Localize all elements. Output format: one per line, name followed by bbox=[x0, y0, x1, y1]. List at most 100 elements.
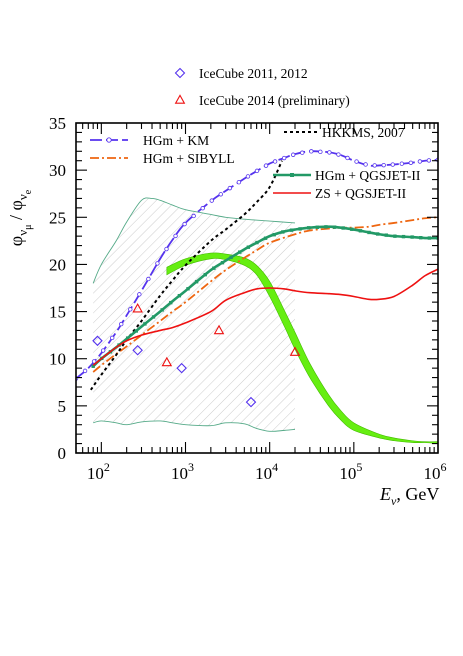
series-marker-0-13 bbox=[191, 213, 196, 219]
series-marker-0-4 bbox=[109, 335, 115, 341]
series-marker-3-36 bbox=[401, 234, 406, 239]
series-marker-0-25 bbox=[300, 150, 305, 155]
legend-marker-3 bbox=[290, 173, 294, 177]
series-marker-0-21 bbox=[263, 163, 269, 168]
data-point-1-0 bbox=[132, 303, 143, 313]
series-marker-0-6 bbox=[128, 307, 133, 312]
series-marker-3-9 bbox=[169, 300, 173, 305]
series-marker-0-32 bbox=[363, 162, 368, 167]
y-tick-label-1: 5 bbox=[58, 397, 67, 416]
legend-label-0: HGm + KM bbox=[143, 133, 209, 148]
series-marker-0-14 bbox=[200, 206, 205, 211]
x-tick-label-1: 103 bbox=[171, 460, 194, 483]
series-marker-0-37 bbox=[408, 160, 414, 165]
series-marker-0-15 bbox=[209, 198, 214, 203]
y-tick-label-3: 15 bbox=[49, 303, 66, 322]
series-marker-3-21 bbox=[272, 232, 276, 237]
series-marker-0-19 bbox=[245, 174, 251, 179]
series-marker-0-28 bbox=[327, 150, 332, 155]
series-marker-3-28 bbox=[332, 225, 337, 229]
legend-label-3: HGm + QGSJET-II bbox=[315, 168, 421, 183]
data-point-0-2 bbox=[176, 362, 187, 374]
series-marker-3-18 bbox=[246, 245, 251, 249]
x-tick-label-0: 102 bbox=[87, 460, 110, 483]
series-marker-3-0 bbox=[91, 364, 95, 368]
series-marker-3-38 bbox=[419, 236, 423, 240]
y-tick-label-7: 35 bbox=[49, 114, 66, 133]
y-axis-title: φνμ / φνe bbox=[6, 189, 34, 246]
series-marker-3-8 bbox=[160, 308, 164, 312]
series-marker-0-1 bbox=[82, 368, 88, 374]
series-marker-0-12 bbox=[182, 221, 187, 227]
series-marker-3-10 bbox=[177, 293, 182, 298]
series-marker-0-31 bbox=[354, 159, 359, 164]
series-marker-0-18 bbox=[236, 179, 242, 185]
series-marker-0-36 bbox=[399, 161, 404, 166]
series-marker-3-33 bbox=[375, 232, 380, 236]
x-tick-label-3: 105 bbox=[339, 460, 362, 483]
series-marker-3-15 bbox=[220, 260, 225, 265]
series-marker-3-6 bbox=[143, 322, 147, 326]
series-marker-0-11 bbox=[173, 233, 178, 239]
series-marker-3-35 bbox=[393, 234, 397, 238]
series-line-0 bbox=[76, 150, 438, 380]
series-marker-0-34 bbox=[381, 162, 386, 168]
series-marker-3-32 bbox=[367, 230, 371, 235]
series-marker-0-5 bbox=[119, 321, 124, 327]
series-marker-3-40 bbox=[436, 236, 438, 240]
series-marker-0-24 bbox=[291, 152, 296, 157]
band-hatch-lower bbox=[93, 420, 296, 432]
series-line-4 bbox=[92, 268, 438, 366]
series-marker-0-27 bbox=[318, 149, 323, 155]
series-marker-0-17 bbox=[227, 185, 233, 191]
series-marker-0-39 bbox=[426, 158, 432, 163]
x-tick-label-4: 106 bbox=[424, 460, 447, 483]
series-marker-0-2 bbox=[91, 359, 97, 364]
series-marker-3-4 bbox=[125, 336, 130, 340]
series-marker-3-27 bbox=[324, 225, 328, 229]
series-marker-3-30 bbox=[350, 227, 354, 231]
series-marker-3-34 bbox=[384, 233, 388, 237]
legend-marker-0 bbox=[106, 137, 112, 143]
series-marker-0-9 bbox=[155, 261, 160, 266]
data-point-0-3 bbox=[245, 396, 257, 408]
series-marker-0-10 bbox=[164, 246, 169, 252]
series-marker-3-29 bbox=[341, 226, 345, 230]
legend-label-points-0: IceCube 2011, 2012 bbox=[199, 66, 308, 81]
series-marker-3-37 bbox=[410, 235, 414, 239]
series-marker-3-13 bbox=[203, 272, 207, 277]
data-point-0-0 bbox=[92, 335, 103, 347]
data-point-1-1 bbox=[161, 356, 173, 367]
series-marker-3-11 bbox=[186, 287, 190, 291]
legend-label-points-1: IceCube 2014 (preliminary) bbox=[199, 93, 350, 108]
series-marker-3-12 bbox=[194, 280, 199, 284]
series-marker-0-22 bbox=[272, 159, 278, 164]
band-green bbox=[166, 252, 438, 444]
y-tick-label-4: 20 bbox=[49, 255, 66, 274]
series-marker-0-33 bbox=[372, 163, 377, 168]
series-marker-3-31 bbox=[358, 229, 363, 233]
band-hatch-fill bbox=[93, 197, 296, 432]
legend-marker-points-1 bbox=[174, 94, 186, 104]
series-marker-3-22 bbox=[281, 230, 285, 234]
series-marker-3-20 bbox=[263, 236, 268, 240]
series-marker-0-30 bbox=[345, 155, 350, 161]
series-marker-0-16 bbox=[218, 192, 223, 197]
x-tick-label-2: 104 bbox=[255, 460, 278, 483]
legend-marker-points-0 bbox=[174, 67, 186, 79]
series-marker-3-23 bbox=[289, 228, 294, 232]
series-marker-3-19 bbox=[255, 240, 259, 245]
legend-label-2: HKKMS, 2007 bbox=[322, 125, 405, 140]
data-point-1-3 bbox=[289, 346, 301, 356]
series-marker-0-3 bbox=[100, 348, 106, 353]
x-axis-title: Eν, GeV bbox=[379, 484, 439, 508]
y-tick-label-5: 25 bbox=[49, 208, 66, 227]
series-marker-0-29 bbox=[336, 152, 341, 157]
series-marker-3-17 bbox=[238, 250, 242, 254]
y-tick-label-6: 30 bbox=[49, 161, 66, 180]
series-line-2 bbox=[89, 160, 283, 391]
band-hatch-upper bbox=[92, 197, 296, 284]
series-marker-3-5 bbox=[134, 329, 138, 333]
series-marker-3-14 bbox=[212, 266, 216, 270]
